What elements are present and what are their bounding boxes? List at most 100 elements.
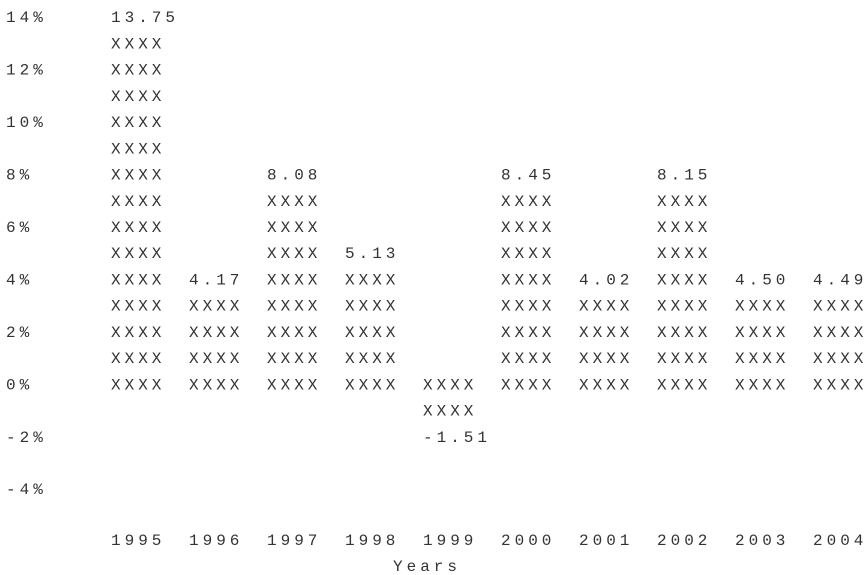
bar: XXXX XXXX XXXX XXXX — [813, 298, 867, 395]
x-axis-label: Years — [393, 558, 461, 575]
y-tick-label: 8% — [6, 167, 33, 185]
bar-row: XXXX — [657, 298, 711, 316]
bar-row: XXXX — [189, 324, 243, 342]
bar-row: XXXX — [423, 376, 477, 394]
bar-row: XXXX — [657, 245, 711, 263]
bar-row: XXXX — [501, 219, 555, 237]
bar-row: XXXX — [111, 193, 165, 211]
bar-row: XXXX — [111, 167, 165, 185]
x-tick-label: 2004 — [813, 532, 867, 550]
bar: XXXX XXXX XXXX XXXX — [735, 298, 789, 395]
bar-row: XXXX — [345, 376, 399, 394]
bar-row: XXXX — [501, 350, 555, 368]
x-tick-label: 1999 — [423, 532, 477, 550]
bar-row: XXXX — [111, 376, 165, 394]
bar-row: XXXX — [267, 219, 321, 237]
bar-row: XXXX — [813, 324, 867, 342]
bar-row: XXXX — [267, 298, 321, 316]
bar-row: XXXX — [267, 271, 321, 289]
bar-row: XXXX — [345, 271, 399, 289]
value-label: 4.17 — [189, 271, 243, 289]
bar-row: XXXX — [501, 193, 555, 211]
bar-row: XXXX — [501, 324, 555, 342]
bar-row: XXXX — [501, 376, 555, 394]
bar-row: XXXX — [267, 245, 321, 263]
bar: XXXX XXXX XXXX XXXX XXXX — [345, 271, 399, 394]
x-tick-label: 1996 — [189, 532, 243, 550]
bar-row: XXXX — [657, 376, 711, 394]
bar-row: XXXX — [345, 350, 399, 368]
bar-row: XXXX — [267, 324, 321, 342]
bar-row: XXXX — [111, 219, 165, 237]
bar-row: XXXX — [657, 193, 711, 211]
bar-row: XXXX — [111, 350, 165, 368]
bar-row: XXXX — [657, 271, 711, 289]
bar-row: XXXX — [111, 35, 165, 53]
value-label: 5.13 — [345, 245, 399, 263]
bar-row: XXXX — [189, 376, 243, 394]
bar-row: XXXX — [267, 193, 321, 211]
x-tick-label: 2001 — [579, 532, 633, 550]
bar-row: XXXX — [501, 245, 555, 263]
bar: XXXX XXXX XXXX XXXX XXXX XXXX XXXX XXXX — [501, 193, 555, 395]
bar-row: XXXX — [345, 298, 399, 316]
bar-row: XXXX — [735, 376, 789, 394]
bar-row: XXXX — [111, 140, 165, 158]
bar-row: XXXX — [111, 245, 165, 263]
bar: XXXX XXXX XXXX XXXX XXXX XXXX XXXX XXXX — [657, 193, 711, 395]
bar-row: XXXX — [657, 324, 711, 342]
bar-row: XXXX — [111, 298, 165, 316]
value-label: -1.51 — [423, 429, 491, 447]
value-label: 4.49 — [813, 271, 867, 289]
bar: XXXX XXXX XXXX XXXX — [579, 298, 633, 395]
bar-row: XXXX — [423, 403, 477, 421]
bar-row: XXXX — [579, 324, 633, 342]
bar-row: XXXX — [813, 376, 867, 394]
bar: XXXX XXXX XXXX XXXX XXXX XXXX XXXX XXXX — [267, 193, 321, 395]
value-label: 4.02 — [579, 271, 633, 289]
bar-row: XXXX — [735, 324, 789, 342]
y-tick-label: 12% — [6, 62, 47, 80]
value-label: 4.50 — [735, 271, 789, 289]
value-label: 8.08 — [267, 167, 321, 185]
bar: XXXX XXXX — [423, 376, 477, 421]
value-label: 13.75 — [111, 9, 179, 27]
bar-row: XXXX — [111, 324, 165, 342]
bar-row: XXXX — [189, 298, 243, 316]
x-tick-label: 1995 — [111, 532, 165, 550]
y-tick-label: 0% — [6, 376, 33, 394]
bar-row: XXXX — [111, 114, 165, 132]
value-label: 8.15 — [657, 167, 711, 185]
bar-row: XXXX — [345, 324, 399, 342]
bar-row: XXXX — [267, 350, 321, 368]
bar-row: XXXX — [501, 271, 555, 289]
bar-row: XXXX — [735, 350, 789, 368]
bar-row: XXXX — [813, 298, 867, 316]
bar-row: XXXX — [813, 350, 867, 368]
bar-row: XXXX — [267, 376, 321, 394]
y-tick-label: -4% — [6, 481, 47, 499]
bar-row: XXXX — [657, 219, 711, 237]
value-label: 8.45 — [501, 167, 555, 185]
bar-row: XXXX — [111, 62, 165, 80]
y-tick-label: 4% — [6, 271, 33, 289]
x-tick-label: 2003 — [735, 532, 789, 550]
y-tick-label: 14% — [6, 9, 47, 27]
bar-row: XXXX — [579, 298, 633, 316]
bar-row: XXXX — [501, 298, 555, 316]
bar-row: XXXX — [189, 350, 243, 368]
bar-row: XXXX — [735, 298, 789, 316]
bar-row: XXXX — [657, 350, 711, 368]
x-tick-label: 1998 — [345, 532, 399, 550]
bar: XXXX XXXX XXXX XXXX XXXX XXXX XXXX XXXX XXXX XXXX… — [111, 35, 165, 394]
bar-row: XXXX — [579, 376, 633, 394]
x-tick-label: 2002 — [657, 532, 711, 550]
bar-row: XXXX — [579, 350, 633, 368]
bar: XXXX XXXX XXXX XXXX — [189, 298, 243, 395]
y-tick-label: 2% — [6, 324, 33, 342]
y-tick-label: 10% — [6, 114, 47, 132]
x-tick-label: 1997 — [267, 532, 321, 550]
y-tick-label: -2% — [6, 429, 47, 447]
x-tick-label: 2000 — [501, 532, 555, 550]
